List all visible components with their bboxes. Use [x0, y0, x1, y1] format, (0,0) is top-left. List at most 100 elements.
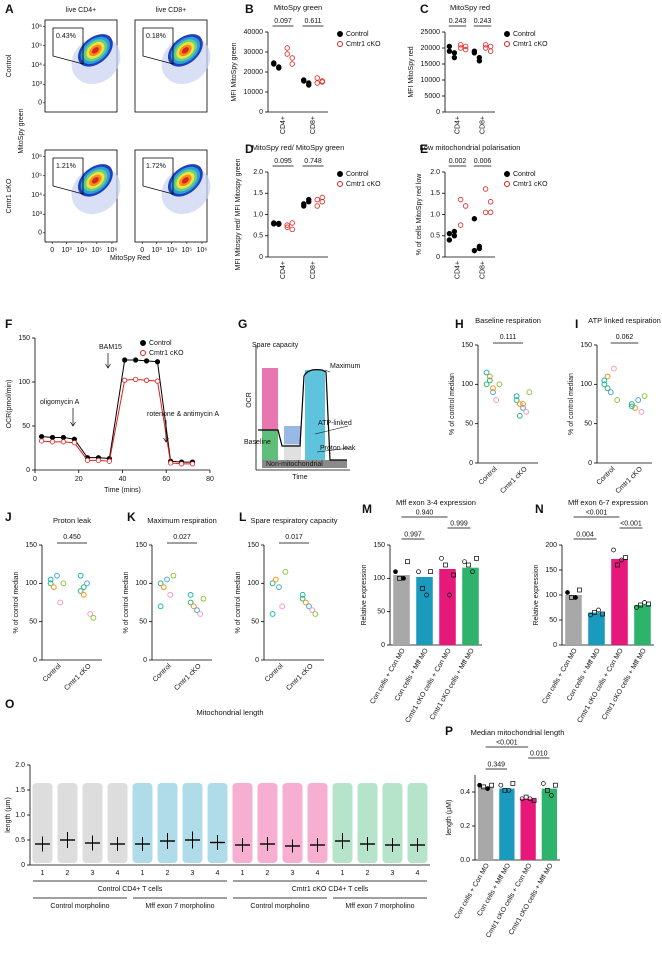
- x-tick-label: 20: [75, 476, 83, 483]
- y-tick-label: 50: [465, 421, 473, 428]
- data-point: [276, 584, 282, 591]
- y-tick-label: 150: [25, 542, 37, 549]
- p-value: 0.349: [487, 761, 505, 768]
- p-value: 0.611: [305, 18, 322, 25]
- x-tick-label: Cmtr1 cKO: [285, 662, 315, 692]
- data-point: [483, 381, 490, 388]
- data-point: [197, 611, 204, 617]
- x-tick-label: Cmtr1 cKO cells + Mff MO: [429, 647, 476, 721]
- data-point: [143, 377, 150, 383]
- data-point: [269, 611, 276, 617]
- bar: [477, 786, 494, 860]
- data-point: [446, 48, 453, 54]
- y-tick-label: 50: [584, 421, 592, 428]
- diagram-label: ATP-linked: [318, 420, 352, 427]
- x-tick-label: 4: [416, 870, 420, 877]
- data-point: [451, 228, 458, 235]
- data-point: [549, 793, 554, 798]
- data-point: [38, 433, 45, 440]
- data-point: [416, 569, 421, 575]
- x-tick-label: 0: [33, 476, 37, 483]
- data-point: [284, 222, 290, 228]
- arrow-head: [105, 363, 111, 369]
- x-tick-label: CD4+: [454, 116, 461, 134]
- annotation: rotenone & antimycin A: [147, 411, 219, 418]
- data-point: [553, 782, 558, 788]
- panel-letter: P: [445, 724, 453, 738]
- spare-capacity-block: [262, 368, 278, 430]
- y-tick-label: 1.0: [253, 211, 263, 218]
- data-point: [506, 787, 512, 793]
- gate-percentage: 1.21%: [56, 163, 76, 170]
- data-point: [299, 591, 306, 598]
- x-tick-label: 10⁵: [91, 247, 102, 254]
- y-tick-label: 5000: [424, 93, 440, 100]
- annotation: BAM15: [99, 344, 122, 351]
- y-tick-label: 10³: [32, 211, 43, 218]
- p-value: <0.001: [586, 509, 608, 516]
- y-axis-label: MitoSpy green: [18, 108, 25, 153]
- x-tick-label: 0: [140, 247, 144, 254]
- legend-label: Cmtr1 cKO: [346, 41, 381, 48]
- data-point: [80, 584, 87, 591]
- x-tick-label: 60: [162, 476, 170, 483]
- x-tick-label: 4: [216, 870, 220, 877]
- y-axis-label: length (μm): [5, 797, 12, 833]
- data-point: [614, 397, 621, 403]
- data-point: [314, 80, 320, 86]
- group-label: Control CD4+ T cells: [98, 886, 163, 893]
- data-point: [279, 603, 286, 610]
- leader-line: [316, 447, 351, 453]
- y-tick-label: 10⁶: [31, 153, 42, 160]
- panel-letter: I: [575, 317, 578, 331]
- data-point: [498, 782, 504, 788]
- p-value: 0.243: [474, 18, 492, 25]
- data-point: [54, 572, 60, 579]
- y-tick-label: 0: [255, 657, 259, 664]
- data-point: [462, 43, 469, 50]
- y-tick-label: 1.5: [430, 190, 440, 197]
- legend-marker: [337, 171, 343, 177]
- subgroup-label: Control morpholino: [250, 903, 309, 910]
- data-point: [187, 591, 194, 598]
- y-tick-label: 1.0: [15, 812, 25, 819]
- diagram-label: Baseline: [244, 439, 271, 446]
- panel-title: MitoSpy red: [450, 3, 490, 12]
- data-point: [160, 584, 167, 591]
- bar: [439, 569, 456, 645]
- data-point: [588, 612, 593, 618]
- data-point: [289, 61, 295, 67]
- data-point: [486, 373, 493, 380]
- y-tick-label: 100: [18, 379, 30, 386]
- data-point: [289, 220, 295, 226]
- data-point: [393, 569, 398, 575]
- y-tick-label: 2.0: [253, 169, 263, 176]
- data-point: [482, 186, 489, 192]
- y-tick-label: 0: [436, 109, 440, 116]
- data-point: [312, 611, 319, 617]
- data-point: [577, 587, 582, 593]
- y-tick-label: 0.0: [460, 857, 470, 864]
- y-axis-label: MFI Mitospy red/ MFI Mitospy green: [235, 158, 242, 270]
- legend-marker: [504, 41, 510, 47]
- legend-label: Control: [513, 31, 536, 38]
- point-cloud: [107, 783, 128, 863]
- data-point: [189, 461, 196, 467]
- data-point: [457, 196, 464, 203]
- x-tick-label: 1: [41, 870, 45, 877]
- x-tick-label: CD4+: [280, 261, 287, 279]
- data-point: [301, 203, 307, 209]
- data-point: [77, 588, 84, 594]
- panel-title: Low mitochondrial polarisation: [420, 143, 521, 152]
- data-point: [57, 599, 64, 606]
- data-point: [284, 51, 290, 57]
- panel-letter: N: [535, 502, 544, 516]
- data-point: [496, 381, 503, 388]
- x-tick-label: Control: [264, 662, 285, 683]
- y-tick-label: 0: [469, 460, 473, 467]
- annotation: oligomycin A: [40, 399, 80, 406]
- point-cloud: [307, 783, 328, 863]
- y-tick-label: 10⁵: [31, 173, 42, 180]
- data-point: [272, 576, 279, 583]
- legend-marker: [504, 31, 510, 37]
